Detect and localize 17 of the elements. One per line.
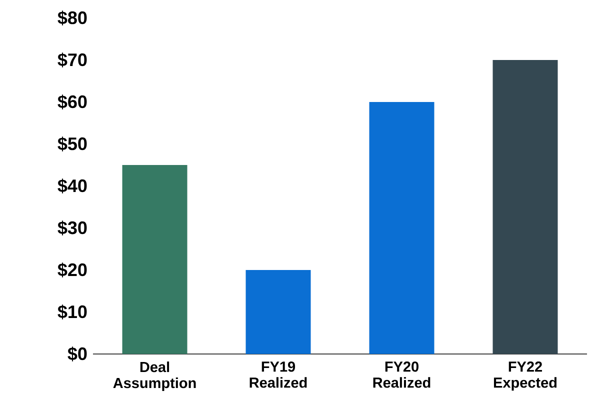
x-tick-label: Deal Assumption (113, 362, 196, 392)
x-tick-label: FY19 Realized (250, 362, 307, 388)
bar (246, 270, 311, 354)
y-tick-label: $80 (58, 10, 87, 26)
y-tick-label: $40 (58, 178, 87, 194)
bar (369, 102, 434, 354)
y-tick-label: $60 (58, 94, 87, 110)
y-tick-label: $0 (68, 346, 87, 362)
x-tick-label: FY22 Expected (494, 362, 557, 391)
bar (122, 164, 188, 354)
x-tick-label: FY20 Realized (373, 362, 430, 388)
y-tick-label: $10 (58, 304, 87, 320)
y-tick-label: $70 (58, 52, 87, 68)
bar (492, 60, 558, 354)
y-tick-label: $50 (58, 136, 87, 152)
y-tick-label: $30 (58, 220, 87, 236)
y-tick-label: $20 (58, 262, 87, 278)
